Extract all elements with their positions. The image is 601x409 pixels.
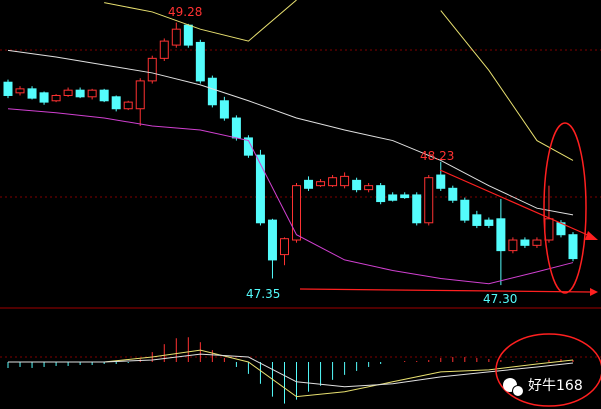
candle-body [352,179,362,191]
candle-body [87,89,97,98]
candle-body [51,94,61,102]
candle-body [219,100,229,119]
candle-body [3,81,13,96]
candle-body [279,238,289,256]
highlight-ellipse [543,122,587,294]
candle-body [520,239,530,246]
candle-body [159,40,169,59]
candle-body [207,77,217,106]
candle-body [231,117,241,139]
wechat-icon [512,385,524,397]
price-annotation: 48.23 [420,149,454,163]
candle-body [340,175,350,187]
candle-body [388,194,398,201]
candle-body [472,214,482,226]
arrow [585,231,598,240]
candle-body [135,80,145,110]
candle-body [424,177,434,224]
support-line [299,288,591,293]
arrow [590,288,598,296]
candle-body [304,179,314,189]
candle-body [99,89,109,102]
candle-body [316,181,326,187]
candle-body [328,177,338,187]
macd-line [8,353,574,388]
candle-body [27,88,37,99]
price-annotation: 49.28 [168,5,202,19]
candle-body [532,239,542,246]
band-line [104,0,297,42]
candle-body [496,218,506,252]
candle-body [15,88,25,94]
candle-body [292,185,302,241]
candle-body [111,96,121,110]
trend-line [439,169,591,237]
candle-body [267,219,277,261]
price-panel [3,0,578,286]
candle-body [195,41,205,82]
macd-panel [7,337,574,404]
candle-body [436,174,446,189]
candle-body [400,194,410,199]
candle-body [243,137,253,156]
price-annotation: 47.30 [483,292,517,306]
candle-body [568,234,578,260]
band-line [7,108,574,285]
watermark-text: 好牛168 [528,378,583,394]
candle-body [147,57,157,82]
band-line [7,49,574,216]
highlight-ellipse [495,333,601,407]
candle-body [448,187,458,201]
candle-body [508,239,518,252]
candle-body [376,185,386,203]
candle-body [123,101,133,110]
candle-body [171,28,181,46]
candle-body [255,154,265,224]
band-line [440,10,574,161]
candle-body [412,194,422,224]
candle-body [364,185,374,191]
candle-body [544,218,554,241]
price-annotation: 47.35 [246,287,280,301]
candle-body [63,89,73,96]
candle-body [484,219,494,226]
candle-body [75,89,85,98]
candle-body [39,92,49,103]
watermark: 好牛168 [503,378,583,397]
candle-body [183,24,193,46]
candle-body [460,199,470,221]
